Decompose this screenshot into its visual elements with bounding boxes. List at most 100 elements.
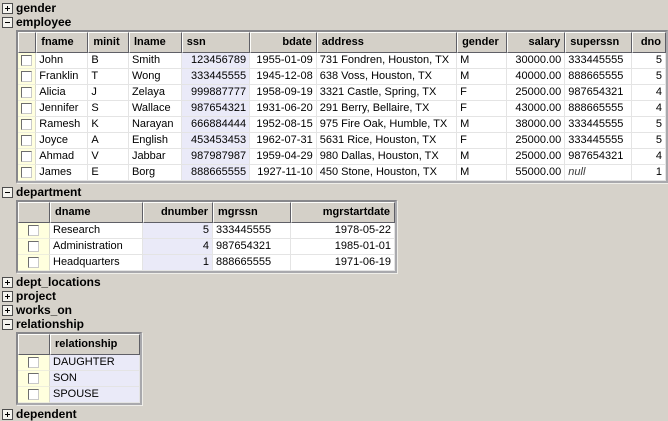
cell-address[interactable]: 3321 Castle, Spring, TX — [316, 85, 458, 101]
cell-superssn[interactable]: 987654321 — [565, 85, 632, 101]
cell-fname[interactable]: Ahmad — [36, 149, 89, 165]
column-header-dnumber[interactable]: dnumber — [143, 202, 213, 223]
cell-salary[interactable]: 25000.00 — [507, 149, 566, 165]
row-checkbox[interactable] — [28, 357, 39, 369]
section-label[interactable]: gender — [16, 1, 57, 15]
cell-dname[interactable]: Research — [50, 223, 143, 239]
row-checkbox[interactable] — [21, 167, 33, 179]
cell-superssn[interactable]: 333445555 — [565, 117, 632, 133]
cell-minit[interactable]: T — [88, 69, 129, 85]
cell-gender[interactable]: F — [457, 133, 507, 149]
cell-superssn[interactable]: 987654321 — [565, 149, 632, 165]
cell-dnumber[interactable]: 1 — [143, 255, 213, 271]
row-checkbox[interactable] — [28, 389, 39, 401]
section-label[interactable]: project — [16, 289, 57, 303]
cell-bdate[interactable]: 1955-01-09 — [250, 53, 317, 69]
cell-dno[interactable]: 5 — [631, 133, 666, 149]
row-checkbox[interactable] — [21, 119, 33, 131]
column-header-mgrssn[interactable]: mgrssn — [213, 202, 291, 223]
collapse-toggle-icon[interactable] — [2, 17, 13, 28]
cell-bdate[interactable]: 1927-11-10 — [250, 165, 317, 181]
cell-gender[interactable]: F — [457, 85, 507, 101]
row-checkbox[interactable] — [28, 257, 39, 269]
row-checkbox[interactable] — [28, 225, 39, 237]
column-header-superssn[interactable]: superssn — [565, 32, 632, 53]
column-header-minit[interactable]: minit — [88, 32, 129, 53]
collapse-toggle-icon[interactable] — [2, 187, 13, 198]
cell-lname[interactable]: Smith — [128, 53, 182, 69]
section-label[interactable]: relationship — [16, 317, 85, 331]
cell-address[interactable]: 638 Voss, Houston, TX — [316, 69, 458, 85]
cell-minit[interactable]: V — [88, 149, 129, 165]
cell-bdate[interactable]: 1962-07-31 — [250, 133, 317, 149]
cell-mgrstartdate[interactable]: 1985-01-01 — [291, 239, 395, 255]
cell-lname[interactable]: Wong — [128, 69, 182, 85]
cell-lname[interactable]: Jabbar — [128, 149, 182, 165]
expand-toggle-icon[interactable] — [2, 291, 13, 302]
cell-superssn[interactable]: null — [565, 165, 632, 181]
cell-relationship[interactable]: SON — [50, 371, 140, 387]
cell-dno[interactable]: 5 — [631, 69, 666, 85]
row-checkbox[interactable] — [28, 241, 39, 253]
row-checkbox[interactable] — [21, 151, 33, 163]
cell-dnumber[interactable]: 5 — [143, 223, 213, 239]
cell-lname[interactable]: English — [128, 133, 182, 149]
cell-salary[interactable]: 30000.00 — [507, 53, 566, 69]
cell-address[interactable]: 5631 Rice, Houston, TX — [316, 133, 458, 149]
cell-bdate[interactable]: 1952-08-15 — [250, 117, 317, 133]
cell-gender[interactable]: M — [457, 149, 507, 165]
cell-relationship[interactable]: DAUGHTER — [50, 355, 140, 371]
cell-superssn[interactable]: 888665555 — [565, 69, 632, 85]
row-checkbox[interactable] — [21, 103, 33, 115]
cell-ssn[interactable]: 888665555 — [181, 165, 251, 181]
cell-address[interactable]: 291 Berry, Bellaire, TX — [316, 101, 458, 117]
cell-address[interactable]: 731 Fondren, Houston, TX — [316, 53, 458, 69]
column-header-gender[interactable]: gender — [457, 32, 507, 53]
cell-bdate[interactable]: 1959-04-29 — [250, 149, 317, 165]
cell-minit[interactable]: E — [88, 165, 129, 181]
cell-address[interactable]: 980 Dallas, Houston, TX — [316, 149, 458, 165]
cell-ssn[interactable]: 999887777 — [181, 85, 251, 101]
cell-relationship[interactable]: SPOUSE — [50, 387, 140, 403]
cell-dno[interactable]: 4 — [631, 85, 666, 101]
section-label[interactable]: works_on — [16, 303, 73, 317]
column-header-mgrstartdate[interactable]: mgrstartdate — [291, 202, 395, 223]
cell-fname[interactable]: Joyce — [36, 133, 89, 149]
cell-gender[interactable]: M — [457, 165, 507, 181]
cell-dname[interactable]: Headquarters — [50, 255, 143, 271]
cell-fname[interactable]: John — [36, 53, 89, 69]
cell-ssn[interactable]: 123456789 — [181, 53, 251, 69]
cell-minit[interactable]: B — [88, 53, 129, 69]
cell-dnumber[interactable]: 4 — [143, 239, 213, 255]
cell-minit[interactable]: K — [88, 117, 129, 133]
section-label[interactable]: department — [16, 185, 82, 199]
cell-lname[interactable]: Wallace — [128, 101, 182, 117]
cell-lname[interactable]: Borg — [128, 165, 182, 181]
cell-gender[interactable]: M — [457, 53, 507, 69]
cell-superssn[interactable]: 333445555 — [565, 133, 632, 149]
cell-bdate[interactable]: 1945-12-08 — [250, 69, 317, 85]
cell-ssn[interactable]: 987987987 — [181, 149, 251, 165]
cell-minit[interactable]: J — [88, 85, 129, 101]
cell-dno[interactable]: 5 — [631, 53, 666, 69]
expand-toggle-icon[interactable] — [2, 277, 13, 288]
cell-lname[interactable]: Zelaya — [128, 85, 182, 101]
cell-minit[interactable]: A — [88, 133, 129, 149]
cell-mgrssn[interactable]: 333445555 — [213, 223, 291, 239]
row-checkbox[interactable] — [21, 55, 33, 67]
cell-ssn[interactable]: 987654321 — [181, 101, 251, 117]
cell-lname[interactable]: Narayan — [128, 117, 182, 133]
column-header-salary[interactable]: salary — [507, 32, 566, 53]
column-header-bdate[interactable]: bdate — [250, 32, 317, 53]
cell-salary[interactable]: 25000.00 — [507, 85, 566, 101]
column-header-ssn[interactable]: ssn — [181, 32, 251, 53]
cell-gender[interactable]: F — [457, 101, 507, 117]
cell-ssn[interactable]: 333445555 — [181, 69, 251, 85]
cell-salary[interactable]: 40000.00 — [507, 69, 566, 85]
expand-toggle-icon[interactable] — [2, 3, 13, 14]
cell-mgrstartdate[interactable]: 1978-05-22 — [291, 223, 395, 239]
cell-mgrssn[interactable]: 987654321 — [213, 239, 291, 255]
column-header-lname[interactable]: lname — [128, 32, 182, 53]
cell-mgrssn[interactable]: 888665555 — [213, 255, 291, 271]
column-header-address[interactable]: address — [316, 32, 458, 53]
